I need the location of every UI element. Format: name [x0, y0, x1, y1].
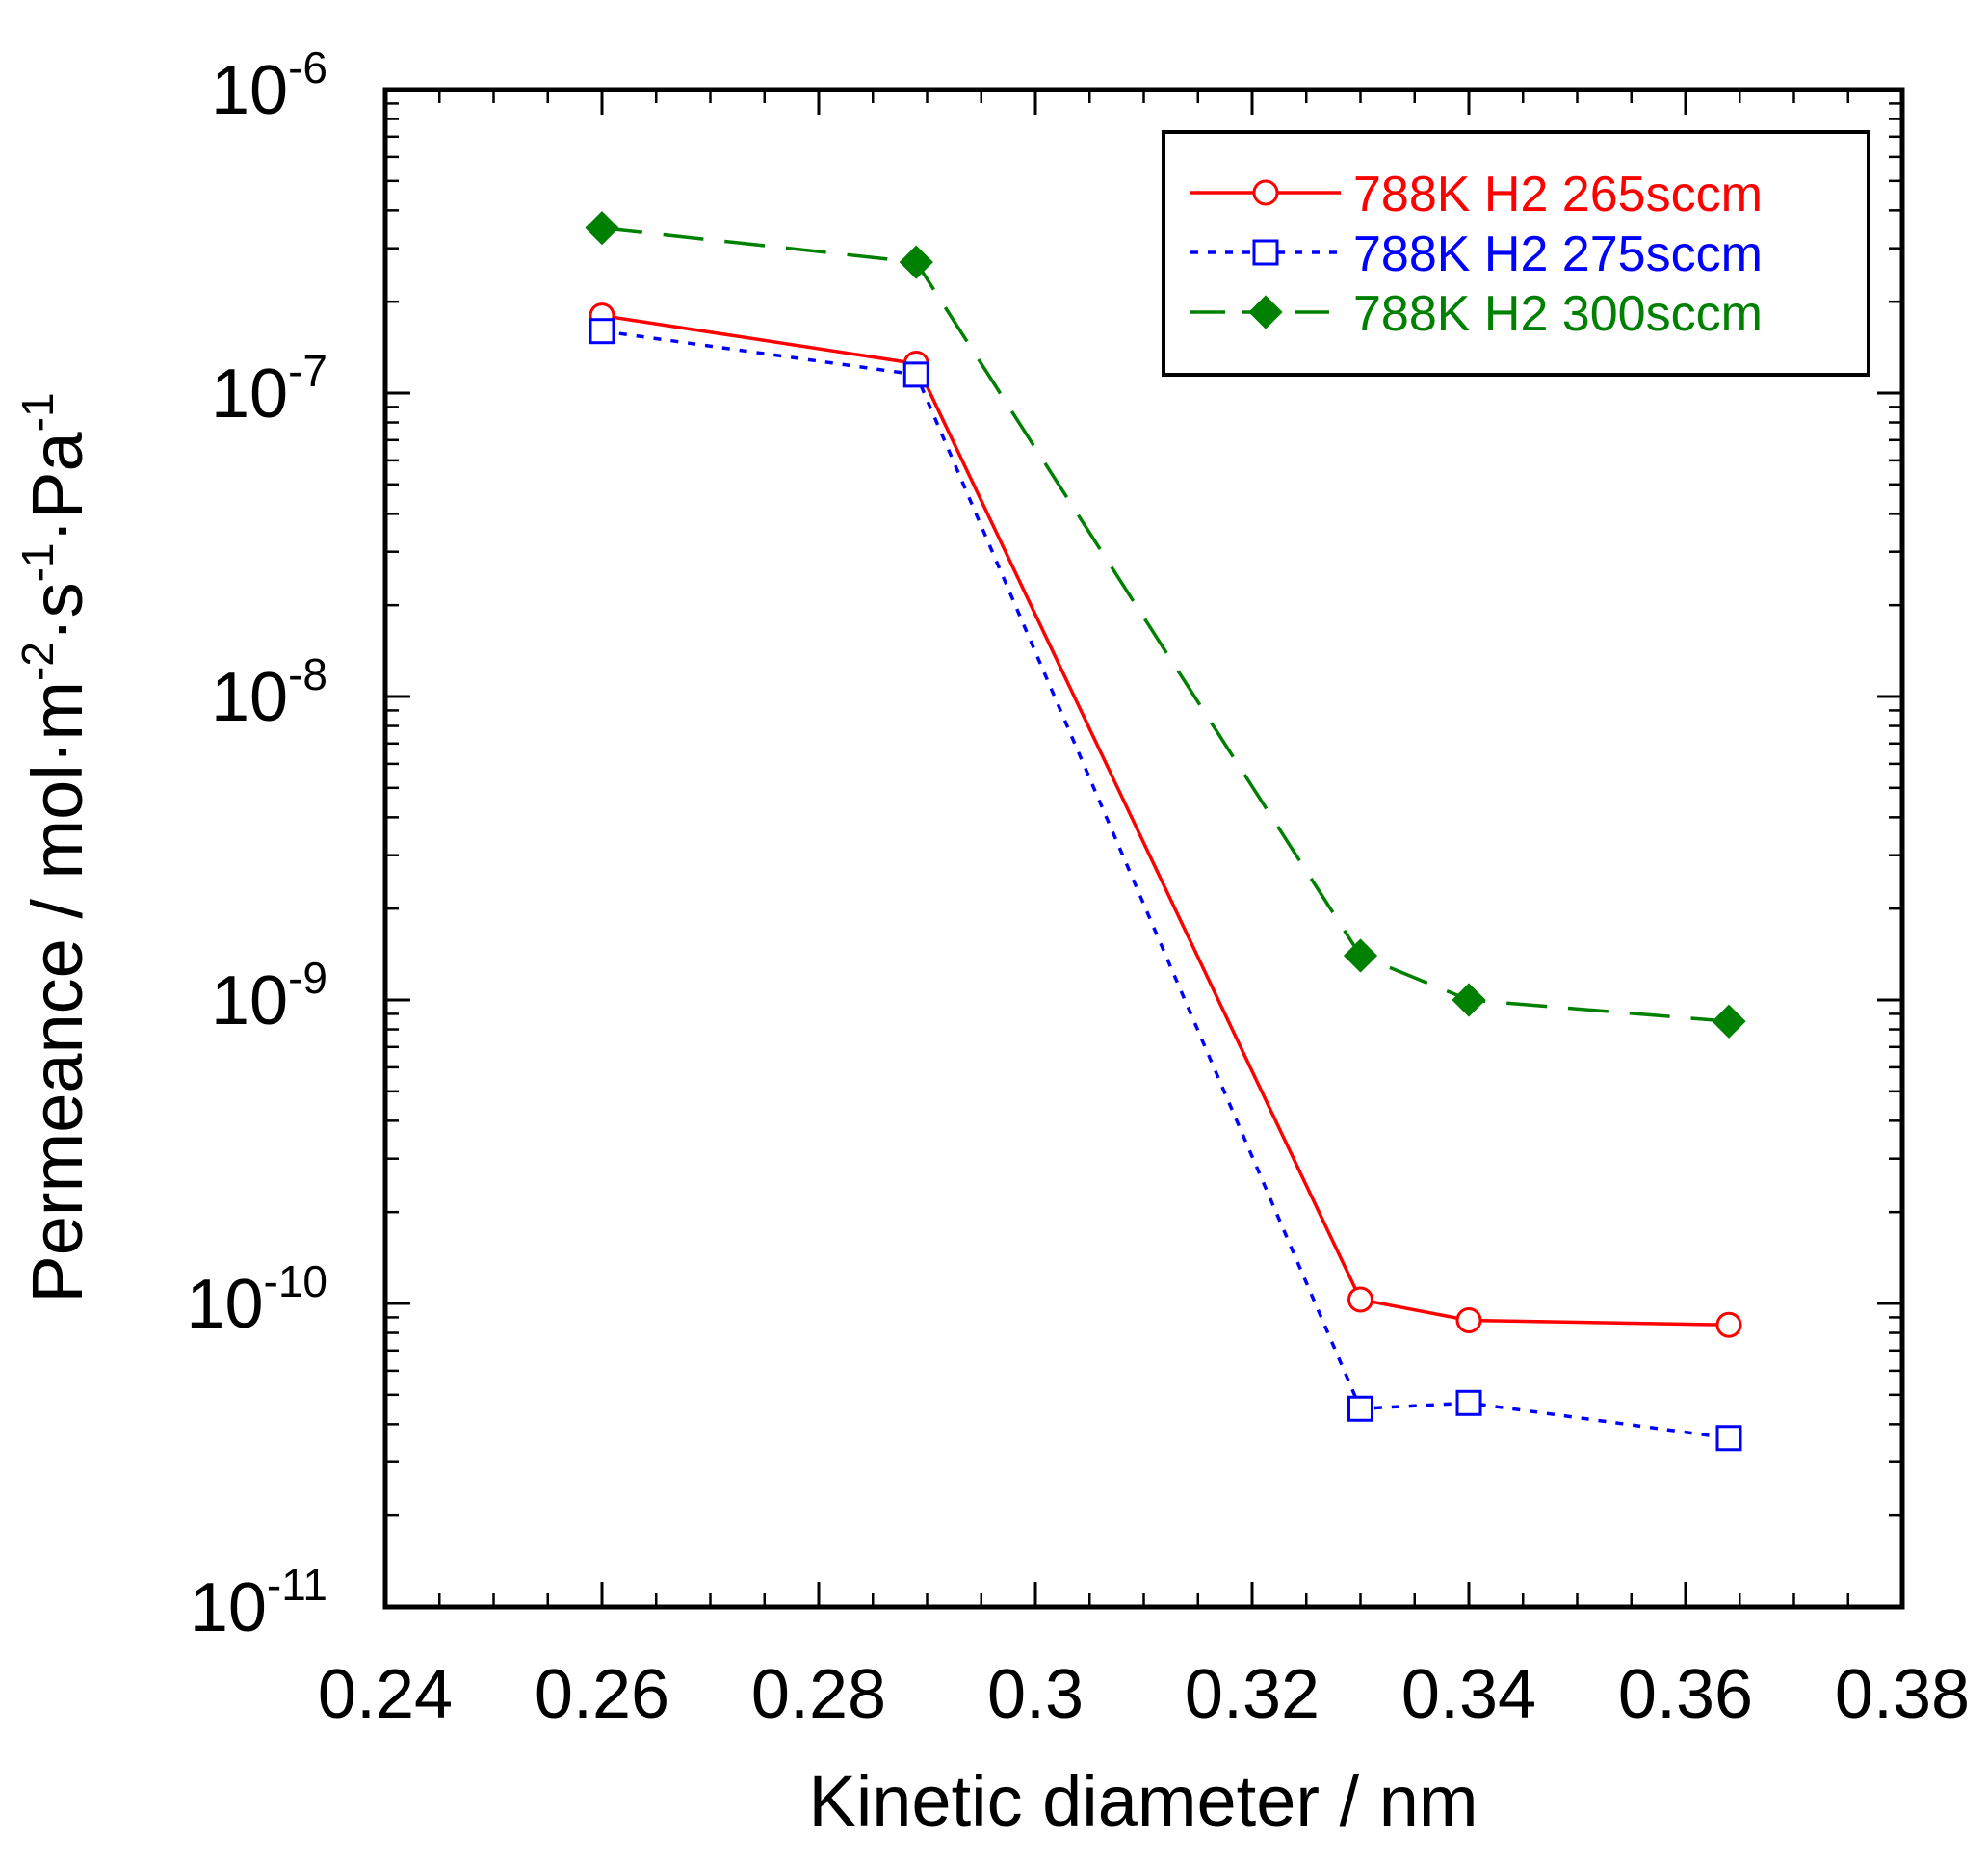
data-point-diamond	[899, 245, 933, 279]
data-point-square	[589, 318, 615, 345]
x-tick-label: 0.24	[318, 1656, 453, 1733]
series-2	[589, 318, 1742, 1452]
y-tick-base: 10	[190, 1569, 267, 1646]
y-tick-exponent: -11	[267, 1560, 327, 1610]
x-tick-label: 0.28	[751, 1656, 886, 1733]
data-point-diamond	[1343, 938, 1378, 973]
y-tick-exponent: -6	[288, 42, 327, 92]
data-point-circle	[1455, 1306, 1482, 1333]
y-axis-title-part-3: ·Pa	[17, 431, 97, 542]
legend-label: 788K H2 300sccm	[1353, 286, 1763, 342]
y-tick-base: 10	[211, 52, 288, 129]
series-3	[585, 211, 1746, 1039]
y-tick-label: 10-6	[211, 42, 327, 129]
data-point-square	[1347, 1395, 1373, 1422]
y-tick-label: 10-10	[186, 1256, 327, 1343]
series-line	[601, 329, 1730, 1440]
x-tick-labels: 0.24 0.26 0.28 0.3 0.32 0.34 0.36 0.38	[318, 1656, 1970, 1733]
y-tick-exponent: -10	[264, 1256, 327, 1306]
data-point-square	[1715, 1425, 1742, 1452]
x-tick-label: 0.3	[987, 1656, 1084, 1733]
x-tick-label: 0.36	[1618, 1656, 1753, 1733]
data-point-diamond	[585, 211, 619, 246]
y-tick-base: 10	[211, 355, 288, 433]
x-tick-label: 0.26	[535, 1656, 669, 1733]
x-tick-label: 0.38	[1835, 1656, 1970, 1733]
legend-item-3: 788K H2 300sccm	[1190, 286, 1763, 342]
legend-item-2: 788K H2 275sccm	[1190, 226, 1763, 282]
data-point-diamond	[1452, 983, 1486, 1017]
data-point-diamond	[1712, 1004, 1746, 1039]
y-axis-title-sup-3: -1	[13, 392, 63, 432]
data-point-circle	[1347, 1286, 1373, 1313]
y-axis-title-part-2: ·s	[17, 582, 97, 642]
x-tick-label: 0.32	[1185, 1656, 1320, 1733]
data-point-square	[902, 361, 929, 388]
y-tick-base: 10	[211, 659, 288, 736]
series-line	[601, 313, 1730, 1327]
y-tick-base: 10	[186, 1266, 263, 1343]
y-tick-label: 10-8	[211, 649, 327, 736]
series-layer	[585, 211, 1746, 1452]
data-point-circle	[1252, 179, 1279, 206]
series-1	[589, 302, 1742, 1338]
legend-item-1: 788K H2 265sccm	[1190, 167, 1763, 223]
y-axis-title: Permeance / mol·m-2·s-1·Pa-1	[13, 392, 97, 1302]
legend-label: 788K H2 265sccm	[1353, 167, 1763, 223]
y-tick-exponent: -7	[288, 346, 327, 396]
y-tick-exponent: -9	[288, 953, 327, 1003]
data-point-diamond	[1248, 295, 1283, 329]
y-tick-label: 10-9	[211, 953, 327, 1039]
y-axis-title-sup-1: -2	[13, 642, 63, 681]
legend-label: 788K H2 275sccm	[1353, 226, 1763, 282]
data-point-circle	[1715, 1311, 1742, 1338]
y-tick-label: 10-11	[190, 1560, 327, 1646]
x-tick-label: 0.34	[1401, 1656, 1536, 1733]
data-point-square	[1252, 239, 1279, 266]
y-tick-label: 10-7	[211, 346, 327, 433]
y-tick-base: 10	[211, 962, 288, 1039]
y-axis-title-part-1: Permeance / mol·m	[17, 681, 97, 1303]
data-point-square	[1455, 1389, 1482, 1416]
plot-frame	[382, 87, 1905, 1610]
x-axis-title: Kinetic diameter / nm	[808, 1761, 1478, 1841]
y-tick-exponent: -8	[288, 649, 327, 699]
y-axis-title-sup-2: -1	[13, 542, 63, 582]
